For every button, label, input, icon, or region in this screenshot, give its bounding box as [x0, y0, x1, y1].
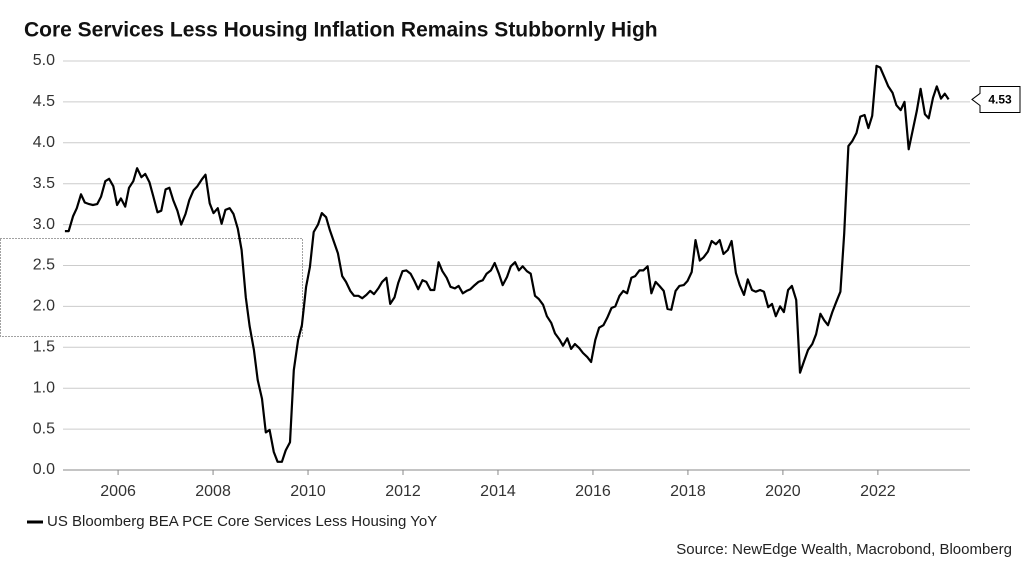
- y-tick-label: 1.5: [33, 339, 55, 356]
- y-tick-label: 3.5: [33, 175, 55, 192]
- y-tick-label: 1.0: [33, 379, 55, 396]
- x-tick-label: 2010: [290, 483, 326, 500]
- y-tick-label: 5.0: [33, 52, 55, 69]
- y-tick-label: 0.0: [33, 461, 55, 478]
- selection-box: [0, 238, 303, 337]
- x-tick-label: 2006: [100, 483, 136, 500]
- data-line: [64, 64, 950, 463]
- x-tick-label: 2022: [860, 483, 896, 500]
- x-tick-label: 2020: [765, 483, 801, 500]
- x-tick-label: 2014: [480, 483, 516, 500]
- end-label-box: [971, 85, 1021, 113]
- y-tick-label: 4.0: [33, 134, 55, 151]
- source-note: Source: NewEdge Wealth, Macrobond, Bloom…: [676, 541, 1012, 558]
- x-tick-label: 2016: [575, 483, 611, 500]
- y-tick-label: 0.5: [33, 420, 55, 437]
- y-tick-label: 2.0: [33, 298, 55, 315]
- legend-label: US Bloomberg BEA PCE Core Services Less …: [47, 513, 437, 530]
- y-tick-label: 2.5: [33, 257, 55, 274]
- x-tick-label: 2012: [385, 483, 421, 500]
- chart-title: Core Services Less Housing Inflation Rem…: [24, 19, 658, 42]
- x-tick-label: 2008: [195, 483, 231, 500]
- end-value-label: 4.53: [988, 93, 1012, 107]
- y-tick-label: 4.5: [33, 93, 55, 110]
- y-tick-label: 3.0: [33, 216, 55, 233]
- x-tick-label: 2018: [670, 483, 706, 500]
